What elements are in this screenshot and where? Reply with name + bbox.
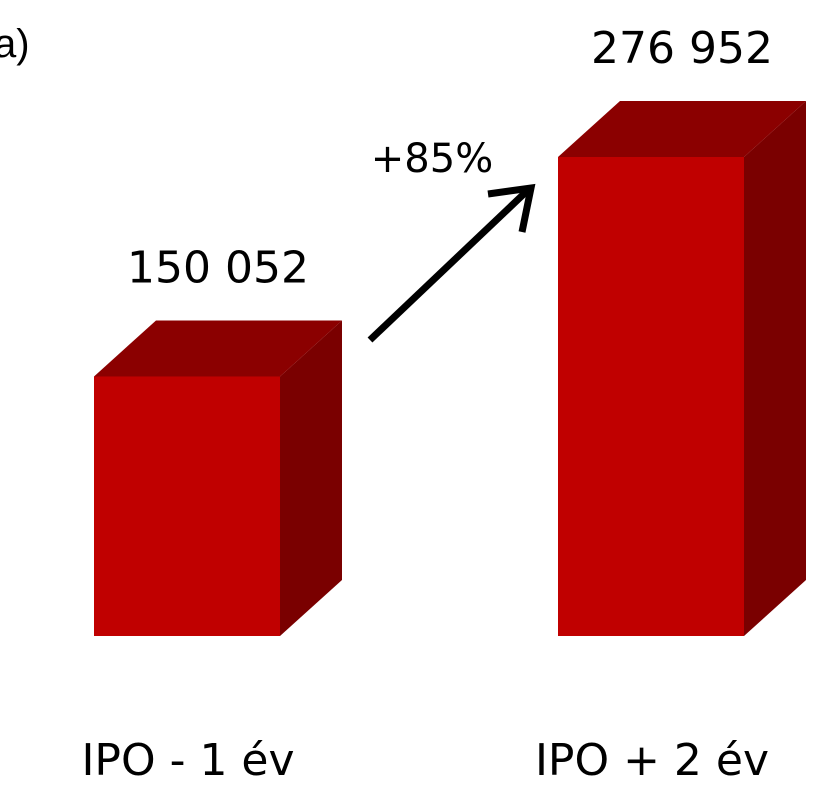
bar-1 (94, 376, 280, 636)
growth-arrowhead (487, 183, 536, 233)
growth-annotation: +85% (371, 136, 493, 182)
bar-2-top (558, 101, 806, 157)
growth-arrow (367, 187, 531, 343)
value-label-1: 150 052 (127, 242, 309, 293)
bar-2 (558, 157, 744, 636)
value-label-2: 276 952 (591, 23, 773, 74)
partial-title: a) (0, 22, 30, 66)
bar-2-side (744, 101, 806, 636)
bar-1-top (94, 320, 342, 377)
category-label-1: IPO - 1 év (81, 735, 294, 786)
category-label-2: IPO + 2 év (535, 735, 769, 786)
bar-1-side (280, 320, 342, 636)
